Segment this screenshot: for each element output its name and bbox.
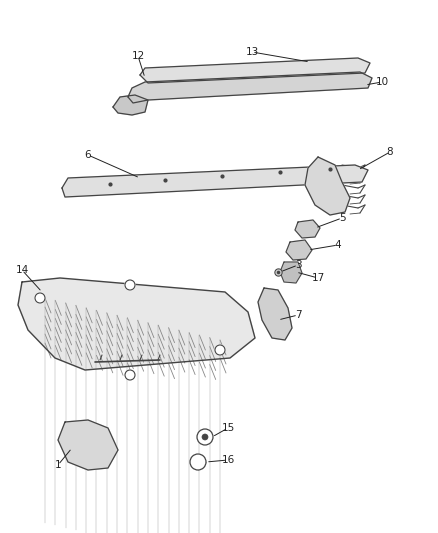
Text: 5: 5 bbox=[339, 213, 345, 223]
Text: 17: 17 bbox=[311, 273, 325, 283]
Polygon shape bbox=[258, 288, 292, 340]
Circle shape bbox=[202, 434, 208, 440]
Text: 6: 6 bbox=[85, 150, 91, 160]
Text: 12: 12 bbox=[131, 51, 145, 61]
Text: 13: 13 bbox=[245, 47, 258, 57]
Text: 14: 14 bbox=[15, 265, 28, 275]
Polygon shape bbox=[286, 240, 312, 260]
Text: 16: 16 bbox=[221, 455, 235, 465]
Polygon shape bbox=[62, 165, 368, 197]
Polygon shape bbox=[280, 262, 302, 283]
Circle shape bbox=[197, 429, 213, 445]
Polygon shape bbox=[305, 157, 350, 215]
Polygon shape bbox=[58, 420, 118, 470]
Circle shape bbox=[35, 293, 45, 303]
Polygon shape bbox=[140, 58, 370, 83]
Text: 3: 3 bbox=[295, 260, 301, 270]
Circle shape bbox=[215, 345, 225, 355]
Polygon shape bbox=[295, 220, 320, 238]
Text: 7: 7 bbox=[295, 310, 301, 320]
Text: 10: 10 bbox=[375, 77, 389, 87]
Circle shape bbox=[125, 280, 135, 290]
Circle shape bbox=[190, 454, 206, 470]
Text: 15: 15 bbox=[221, 423, 235, 433]
Text: 4: 4 bbox=[335, 240, 341, 250]
Circle shape bbox=[125, 370, 135, 380]
Text: 8: 8 bbox=[387, 147, 393, 157]
Polygon shape bbox=[113, 95, 148, 115]
Polygon shape bbox=[18, 278, 255, 370]
Polygon shape bbox=[128, 72, 372, 103]
Text: 1: 1 bbox=[55, 460, 61, 470]
